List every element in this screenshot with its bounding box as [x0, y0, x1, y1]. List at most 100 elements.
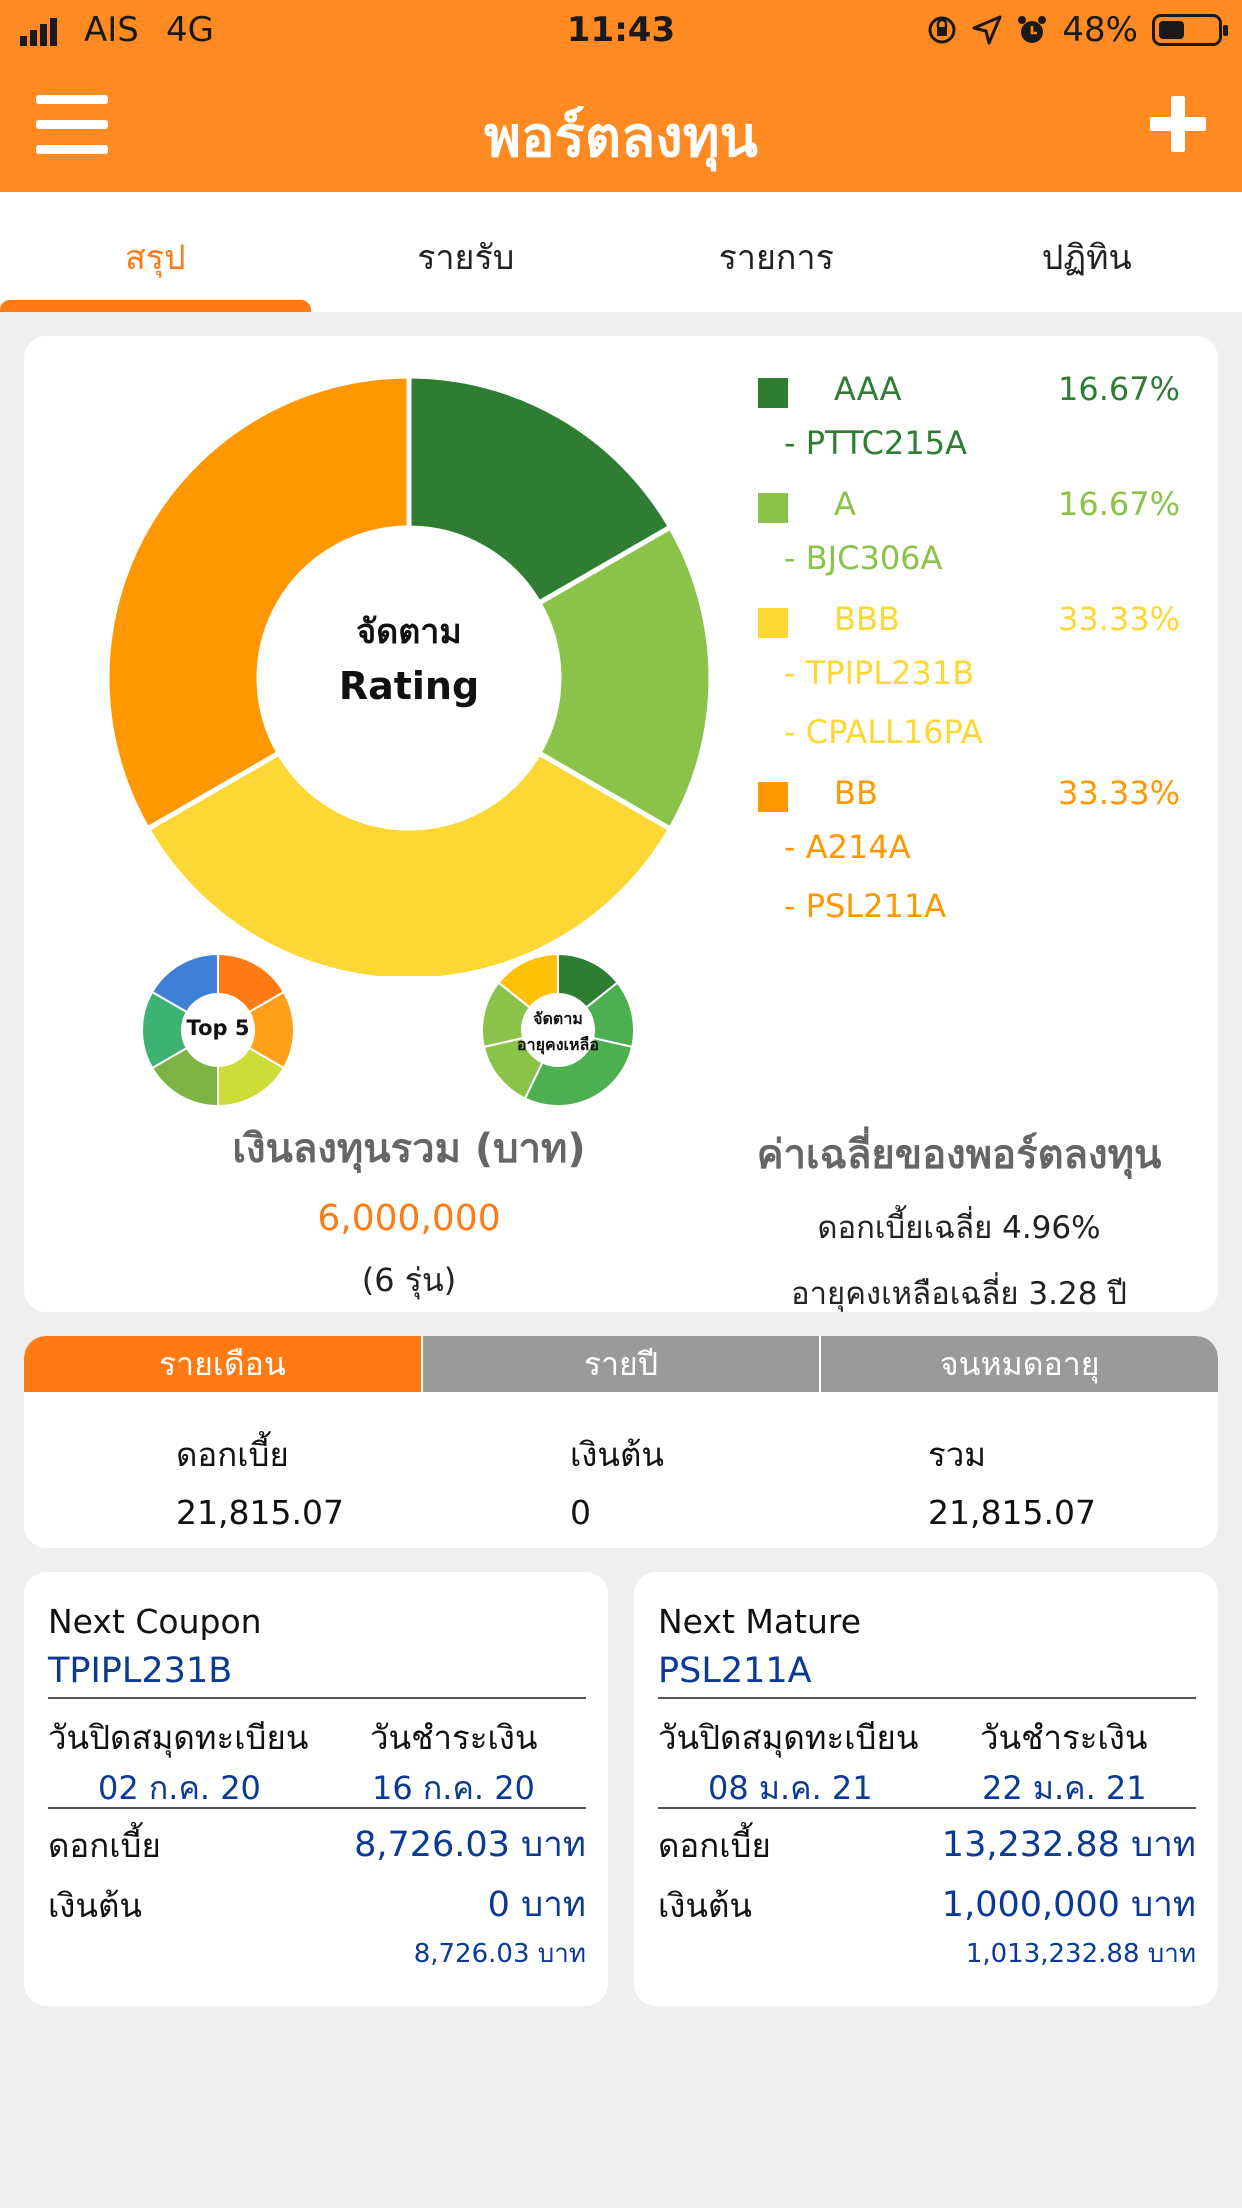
slice-aaa[interactable] — [406, 373, 674, 607]
clock: 11:43 — [566, 10, 676, 50]
battery-percent: 48% — [1062, 10, 1138, 50]
next-coupon-title: Next Coupon — [48, 1602, 262, 1641]
legend-swatch — [758, 782, 788, 812]
principal-label: เงินต้น — [658, 1886, 752, 1925]
period-total-label: รวม — [928, 1435, 987, 1474]
period-interest-value: 21,815.07 — [176, 1493, 344, 1532]
legend-row-aaa[interactable]: AAA 16.67% — [734, 368, 1194, 424]
alarm-icon — [1018, 16, 1047, 43]
legend-rating: BBB — [834, 600, 900, 638]
legend-bond-item[interactable]: - TPIPL231B — [784, 654, 975, 692]
rating-legend: AAA 16.67% - PTTC215A A 16.67% - BJC306A BBB 33… — [734, 368, 1194, 946]
interest-value: 13,232.88 บาท — [941, 1825, 1196, 1865]
period-tabs: รายเดือน รายปี จนหมดอายุ — [24, 1336, 1218, 1392]
next-mature-card[interactable]: Next Mature PSL211A วันปิดสมุดทะเบียน วั… — [634, 1572, 1218, 2006]
period-principal-label: เงินต้น — [570, 1435, 664, 1474]
legend-row-a[interactable]: A 16.67% — [734, 483, 1194, 539]
period-interest: ดอกเบี้ย 21,815.07 — [176, 1428, 344, 1532]
interest-label: ดอกเบี้ย — [658, 1826, 771, 1865]
legend-percent: 33.33% — [1057, 774, 1180, 812]
legend-swatch — [758, 378, 788, 408]
network-label: 4G — [166, 10, 214, 50]
slice-a[interactable] — [535, 523, 714, 833]
legend-bond-item[interactable]: - PSL211A — [784, 887, 947, 925]
tab-transactions[interactable]: รายการ — [718, 238, 834, 278]
top5-label: Top 5 — [186, 1016, 250, 1040]
total-investment-amount: 6,000,000 — [317, 1198, 501, 1239]
tab-monthly[interactable]: รายเดือน — [24, 1336, 421, 1392]
top5-mini-chart[interactable] — [140, 952, 296, 1108]
payment-date: 22 ม.ค. 21 — [982, 1769, 1147, 1807]
tab-income[interactable]: รายรับ — [417, 238, 515, 278]
next-coupon-card[interactable]: Next Coupon TPIPL231B วันปิดสมุดทะเบียน … — [24, 1572, 608, 2006]
slice-bbb[interactable] — [104, 373, 412, 833]
legend-rating: BB — [834, 774, 878, 812]
legend-bond-item[interactable]: - BJC306A — [784, 539, 943, 577]
legend-bond-item[interactable]: - PTTC215A — [784, 424, 967, 462]
legend-bond-item[interactable]: - CPALL16PA — [784, 713, 983, 751]
slice-bb[interactable] — [144, 749, 674, 976]
period-interest-label: ดอกเบี้ย — [176, 1435, 289, 1474]
next-mature-code[interactable]: PSL211A — [658, 1651, 1196, 1699]
location-icon — [972, 15, 1002, 45]
battery-icon — [1152, 14, 1228, 46]
total-investment: เงินลงทุนรวม (บาท) 6,000,000 (6 รุ่น) — [84, 1116, 734, 1306]
legend-row-bb[interactable]: BB 33.33% — [734, 772, 1194, 828]
cashflow-period-card: รายเดือน รายปี จนหมดอายุ ดอกเบี้ย 21,815… — [24, 1336, 1218, 1548]
maturity-label-line2: อายุคงเหลือ — [517, 1035, 599, 1054]
tab-calendar[interactable]: ปฏิทิน — [1041, 238, 1132, 278]
book-close-label: วันปิดสมุดทะเบียน — [658, 1718, 919, 1757]
carrier-label: AIS — [84, 10, 139, 50]
legend-rating: A — [834, 485, 856, 523]
period-total: รวม 21,815.07 — [928, 1428, 1096, 1532]
payment-date: 16 ก.ค. 20 — [372, 1769, 535, 1807]
legend-bond-item[interactable]: - A214A — [784, 828, 911, 866]
tab-to-maturity[interactable]: จนหมดอายุ — [819, 1336, 1218, 1392]
legend-percent: 16.67% — [1057, 485, 1180, 523]
legend-swatch — [758, 608, 788, 638]
principal-value: 0 บาท — [487, 1885, 586, 1925]
period-principal-value: 0 — [570, 1493, 591, 1532]
average-coupon: ดอกเบี้ยเฉลี่ย 4.96% — [817, 1210, 1101, 1246]
period-total-value: 21,815.07 — [928, 1493, 1096, 1532]
next-mature-title: Next Mature — [658, 1602, 862, 1641]
total-investment-title: เงินลงทุนรวม (บาท) — [232, 1126, 586, 1172]
portfolio-average-title: ค่าเฉลี่ยของพอร์ตลงทุน — [756, 1132, 1162, 1178]
average-remaining-life: อายุคงเหลือเฉลี่ย 3.28 ปี — [791, 1276, 1127, 1312]
interest-value: 8,726.03 บาท — [354, 1825, 586, 1865]
maturity-mini-chart[interactable] — [480, 952, 636, 1108]
page-title: พอร์ตลงทุน — [484, 105, 758, 170]
payment-date-label: วันชำระเงิน — [980, 1718, 1148, 1757]
total-value: 1,013,232.88 บาท — [965, 1939, 1196, 1969]
book-close-label: วันปิดสมุดทะเบียน — [48, 1718, 309, 1757]
legend-row-bbb[interactable]: BBB 33.33% — [734, 598, 1194, 654]
donut-center-label: จัดตาม Rating — [234, 604, 584, 708]
signal-icon — [20, 18, 57, 46]
interest-label: ดอกเบี้ย — [48, 1826, 161, 1865]
next-coupon-code[interactable]: TPIPL231B — [48, 1651, 586, 1699]
legend-percent: 33.33% — [1057, 600, 1180, 638]
rating-donut-chart[interactable] — [84, 356, 734, 976]
mini-slice[interactable] — [150, 952, 219, 1014]
hamburger-menu-icon[interactable] — [36, 95, 108, 155]
principal-label: เงินต้น — [48, 1886, 142, 1925]
main-tabs: สรุป รายรับ รายการ ปฏิทิน — [0, 192, 1242, 312]
status-bar: AIS 4G 11:43 48% — [0, 0, 1242, 62]
mini-slice[interactable] — [523, 1036, 634, 1107]
tab-summary[interactable]: สรุป — [0, 192, 311, 312]
total-investment-count: (6 รุ่น) — [361, 1261, 457, 1299]
legend-percent: 16.67% — [1057, 370, 1180, 408]
portfolio-average: ค่าเฉลี่ยของพอร์ตลงทุน ดอกเบี้ยเฉลี่ย 4.… — [724, 1122, 1194, 1318]
donut-center-line1: จัดตาม — [356, 612, 462, 652]
donut-center-line2: Rating — [338, 664, 480, 708]
mini-slice[interactable] — [497, 952, 559, 1009]
portfolio-summary-card: จัดตาม Rating AAA 16.67% - PTTC215A A 16.67%… — [24, 336, 1218, 1312]
book-close-date: 02 ก.ค. 20 — [98, 1769, 261, 1807]
add-plus-icon[interactable] — [1150, 96, 1206, 152]
legend-rating: AAA — [834, 370, 902, 408]
maturity-label-line1: จัดตาม — [533, 1009, 583, 1028]
book-close-date: 08 ม.ค. 21 — [708, 1769, 873, 1807]
principal-value: 1,000,000 บาท — [941, 1885, 1196, 1925]
orientation-lock-icon — [928, 16, 956, 44]
tab-yearly[interactable]: รายปี — [420, 1336, 820, 1392]
